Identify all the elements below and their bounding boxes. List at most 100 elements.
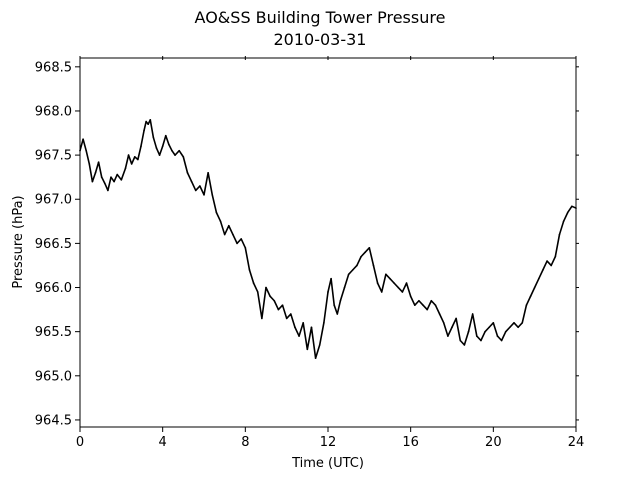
data-point xyxy=(562,220,565,223)
data-point xyxy=(442,322,445,324)
y-tick-label: 968.5 xyxy=(35,60,72,75)
data-point xyxy=(178,149,180,152)
data-point xyxy=(120,179,123,181)
data-point xyxy=(194,189,197,192)
data-point xyxy=(182,156,185,158)
data-point xyxy=(85,149,87,152)
data-point xyxy=(298,335,300,337)
plot-frame xyxy=(79,57,577,428)
data-point xyxy=(100,176,103,178)
y-tick-label: 966.5 xyxy=(35,237,72,252)
data-point xyxy=(347,273,350,276)
data-point xyxy=(269,295,271,298)
data-point xyxy=(302,322,305,324)
data-point xyxy=(285,317,288,320)
data-point xyxy=(336,313,339,315)
data-point xyxy=(422,304,424,306)
data-point xyxy=(110,176,112,178)
data-point xyxy=(405,282,408,284)
data-point xyxy=(143,129,145,132)
data-point xyxy=(521,322,524,324)
data-point xyxy=(152,136,155,139)
data-point xyxy=(174,154,176,156)
data-point xyxy=(147,123,149,126)
data-point xyxy=(360,255,362,258)
data-point xyxy=(368,247,371,249)
data-point xyxy=(186,171,189,174)
data-point xyxy=(467,330,470,333)
data-point xyxy=(215,211,218,214)
data-point xyxy=(244,247,247,249)
data-point xyxy=(82,138,84,141)
data-point xyxy=(380,291,383,293)
data-line-layer xyxy=(79,118,577,359)
data-point xyxy=(261,317,263,320)
data-point xyxy=(124,167,127,170)
data-point xyxy=(318,344,321,346)
x-tick-label: 8 xyxy=(241,435,249,450)
data-point xyxy=(323,322,325,324)
data-point xyxy=(356,264,358,267)
data-point xyxy=(385,273,387,276)
data-point xyxy=(538,277,540,280)
data-point xyxy=(558,233,561,236)
data-point xyxy=(447,335,449,337)
data-point xyxy=(327,291,329,293)
data-point xyxy=(219,220,222,223)
data-point xyxy=(509,326,511,329)
data-point xyxy=(389,277,391,280)
data-point xyxy=(294,326,296,329)
data-point xyxy=(364,251,367,254)
data-point xyxy=(127,154,130,156)
y-tick-label: 966.0 xyxy=(35,281,72,296)
x-axis-ticks: 0 4 8 12 16 20 24 xyxy=(76,56,584,450)
y-tick-label: 964.5 xyxy=(35,413,72,428)
data-point xyxy=(211,194,214,196)
data-point xyxy=(277,308,280,311)
data-point xyxy=(314,357,317,359)
data-point xyxy=(496,335,499,337)
data-point xyxy=(248,269,251,271)
data-point xyxy=(352,269,354,271)
data-point xyxy=(168,143,170,146)
data-point xyxy=(116,173,118,176)
data-point xyxy=(471,313,474,315)
data-point xyxy=(91,180,94,183)
data-point xyxy=(290,313,292,315)
x-tick-label: 4 xyxy=(159,435,167,450)
data-point xyxy=(414,304,416,306)
data-point xyxy=(113,180,115,183)
data-point xyxy=(533,286,536,289)
data-point xyxy=(228,224,230,227)
chart-subtitle: 2010-03-31 xyxy=(274,30,367,49)
data-point xyxy=(339,299,342,302)
data-point xyxy=(455,317,457,320)
data-point xyxy=(256,291,259,293)
data-point xyxy=(409,295,412,298)
chart-title: AO&SS Building Tower Pressure xyxy=(195,8,446,27)
data-point xyxy=(476,335,478,337)
data-point xyxy=(145,120,147,123)
data-point xyxy=(161,145,164,148)
y-tick-label: 967.5 xyxy=(35,149,72,164)
data-point xyxy=(137,158,139,161)
data-point xyxy=(550,264,552,267)
data-point xyxy=(149,118,152,121)
data-point xyxy=(130,163,133,165)
data-point xyxy=(273,299,276,302)
data-point xyxy=(171,149,173,152)
data-point xyxy=(463,344,466,346)
data-point xyxy=(343,286,346,289)
data-point xyxy=(190,180,193,183)
data-point xyxy=(517,326,519,329)
data-point xyxy=(140,145,142,148)
x-tick-label: 24 xyxy=(568,435,585,450)
x-axis-label: Time (UTC) xyxy=(291,456,364,471)
data-point xyxy=(504,330,507,333)
data-point xyxy=(376,282,379,284)
data-point xyxy=(306,348,309,351)
data-point xyxy=(438,313,441,315)
data-point xyxy=(554,255,557,258)
data-point xyxy=(430,299,433,302)
